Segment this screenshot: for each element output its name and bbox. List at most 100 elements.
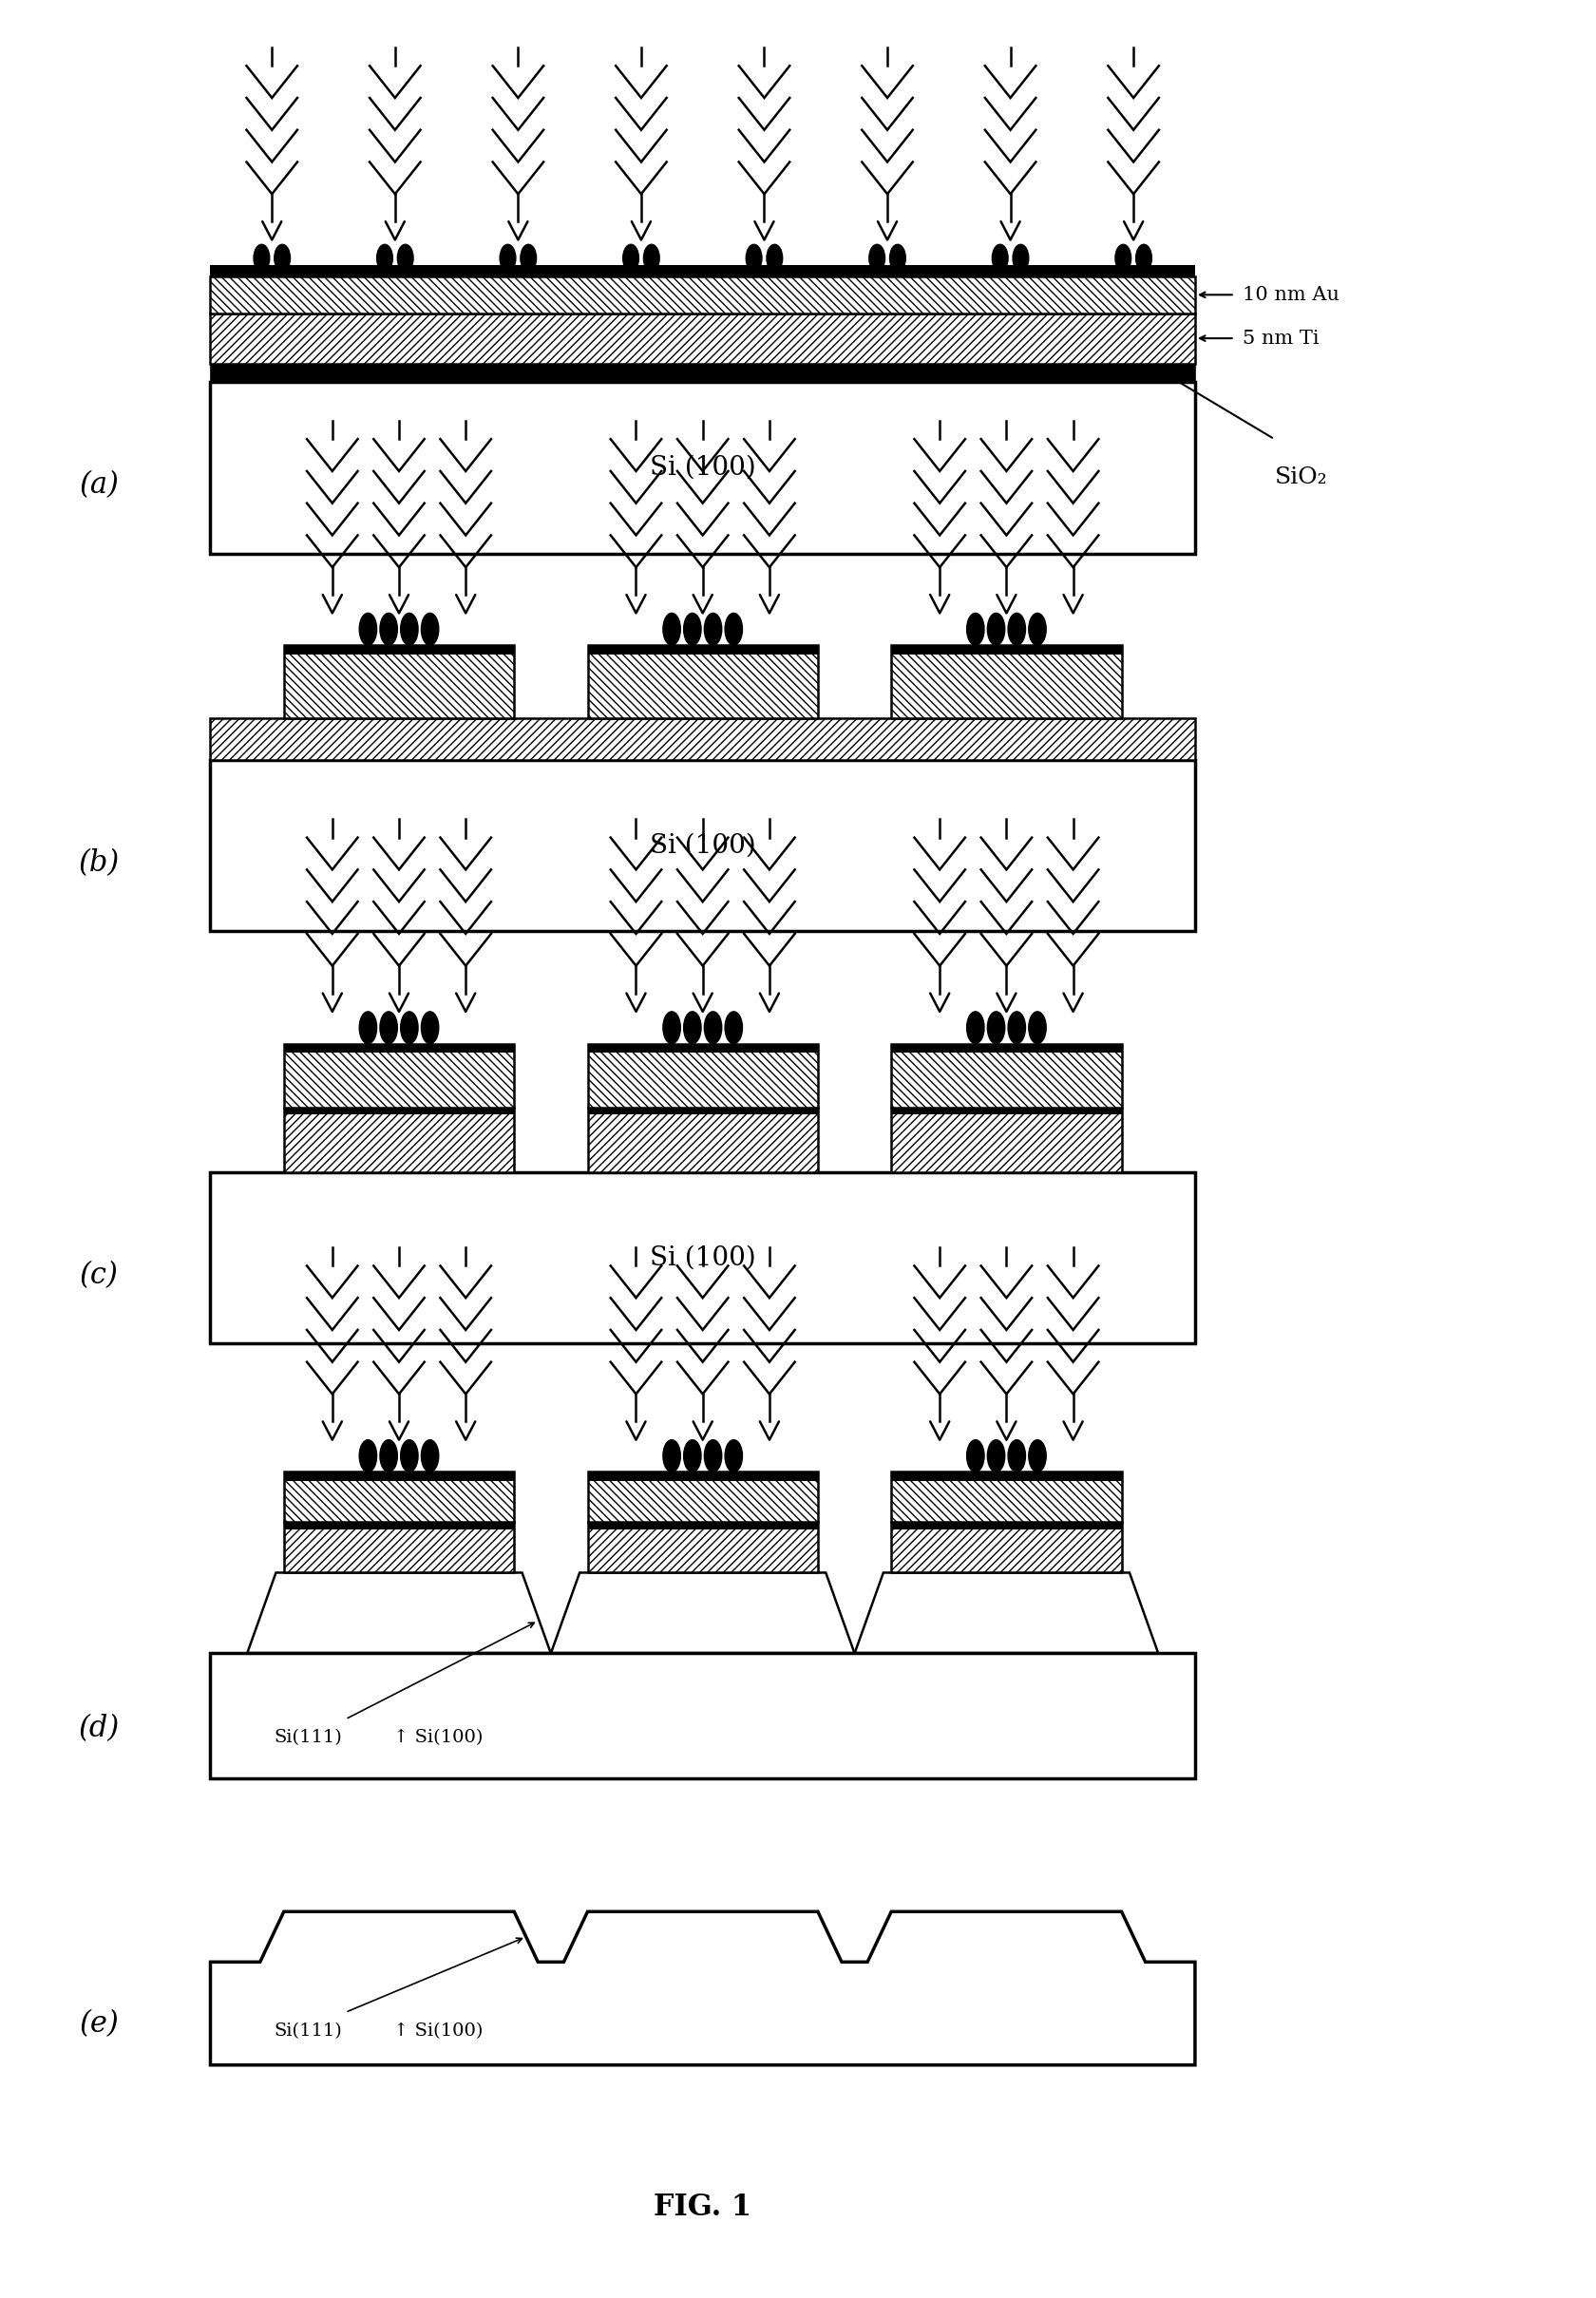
Bar	[211, 313, 1195, 363]
Bar	[211, 363, 1195, 381]
Ellipse shape	[500, 244, 516, 271]
Bar	[891, 1521, 1122, 1572]
Ellipse shape	[421, 1011, 439, 1043]
Bar	[284, 1043, 514, 1052]
Ellipse shape	[967, 1441, 985, 1473]
Text: (a): (a)	[80, 471, 120, 499]
Ellipse shape	[1029, 1441, 1045, 1473]
Ellipse shape	[380, 1011, 397, 1043]
Polygon shape	[211, 1912, 1195, 2066]
Ellipse shape	[662, 1441, 680, 1473]
Bar	[211, 381, 1195, 554]
Text: 5 nm Ti: 5 nm Ti	[1243, 329, 1320, 347]
Ellipse shape	[662, 614, 680, 646]
Ellipse shape	[421, 1441, 439, 1473]
Ellipse shape	[359, 1441, 377, 1473]
Ellipse shape	[1009, 614, 1026, 646]
Bar	[211, 276, 1195, 313]
Bar	[211, 719, 1195, 761]
Bar	[284, 1043, 514, 1108]
Ellipse shape	[725, 1441, 742, 1473]
Ellipse shape	[397, 244, 413, 271]
Ellipse shape	[988, 1441, 1005, 1473]
Ellipse shape	[766, 244, 782, 271]
Ellipse shape	[704, 1441, 721, 1473]
Ellipse shape	[359, 614, 377, 646]
Bar	[284, 1473, 514, 1521]
Text: (d): (d)	[78, 1714, 120, 1744]
Ellipse shape	[1136, 244, 1152, 271]
Ellipse shape	[254, 244, 270, 271]
Ellipse shape	[1013, 244, 1029, 271]
Bar	[211, 1652, 1195, 1779]
Ellipse shape	[380, 614, 397, 646]
Text: FIG. 1: FIG. 1	[654, 2192, 752, 2222]
Bar	[891, 1473, 1122, 1521]
Ellipse shape	[1029, 614, 1045, 646]
Ellipse shape	[683, 1011, 701, 1043]
Polygon shape	[855, 1572, 1159, 1652]
Bar	[211, 264, 1195, 276]
Bar	[891, 646, 1122, 719]
Bar	[587, 646, 817, 655]
Text: ↑ Si(100): ↑ Si(100)	[393, 1728, 482, 1746]
Ellipse shape	[380, 1441, 397, 1473]
Ellipse shape	[377, 244, 393, 271]
Ellipse shape	[401, 614, 418, 646]
Ellipse shape	[704, 1011, 721, 1043]
Ellipse shape	[725, 1011, 742, 1043]
Ellipse shape	[1009, 1441, 1026, 1473]
Bar	[587, 1473, 817, 1482]
Bar	[891, 1043, 1122, 1052]
Bar	[284, 1473, 514, 1482]
Text: ↑ Si(100): ↑ Si(100)	[393, 2022, 482, 2038]
Ellipse shape	[520, 244, 536, 271]
Bar	[284, 646, 514, 719]
Bar	[891, 1473, 1122, 1482]
Ellipse shape	[275, 244, 290, 271]
Text: Si (100): Si (100)	[650, 1246, 757, 1271]
Bar	[284, 646, 514, 655]
Ellipse shape	[993, 244, 1009, 271]
Bar	[891, 1101, 1122, 1115]
Bar	[587, 1108, 817, 1172]
Ellipse shape	[622, 244, 638, 271]
Text: (b): (b)	[78, 848, 120, 878]
Polygon shape	[551, 1572, 854, 1652]
Bar	[284, 1108, 514, 1172]
Ellipse shape	[725, 614, 742, 646]
Polygon shape	[247, 1572, 551, 1652]
Ellipse shape	[704, 614, 721, 646]
Bar	[284, 1514, 514, 1528]
Bar	[587, 1101, 817, 1115]
Bar	[284, 1521, 514, 1572]
Bar	[891, 646, 1122, 655]
Bar	[587, 1043, 817, 1052]
Bar	[587, 1514, 817, 1528]
Ellipse shape	[359, 1011, 377, 1043]
Bar	[587, 1521, 817, 1572]
Bar	[587, 1473, 817, 1521]
Ellipse shape	[1029, 1011, 1045, 1043]
Text: Si (100): Si (100)	[650, 832, 757, 859]
Ellipse shape	[988, 1011, 1005, 1043]
Ellipse shape	[401, 1011, 418, 1043]
Bar	[211, 761, 1195, 931]
Text: Si(111): Si(111)	[275, 1728, 342, 1746]
Text: SiO₂: SiO₂	[1275, 466, 1328, 489]
Ellipse shape	[1009, 1011, 1026, 1043]
Bar	[587, 646, 817, 719]
Bar	[891, 1108, 1122, 1172]
Ellipse shape	[967, 614, 985, 646]
Ellipse shape	[1116, 244, 1132, 271]
Ellipse shape	[643, 244, 659, 271]
Ellipse shape	[683, 614, 701, 646]
Bar	[891, 1514, 1122, 1528]
Ellipse shape	[988, 614, 1005, 646]
Text: Si (100): Si (100)	[650, 455, 757, 480]
Ellipse shape	[967, 1011, 985, 1043]
Bar	[211, 1172, 1195, 1344]
Bar	[587, 1043, 817, 1108]
Bar	[284, 1101, 514, 1115]
Ellipse shape	[421, 614, 439, 646]
